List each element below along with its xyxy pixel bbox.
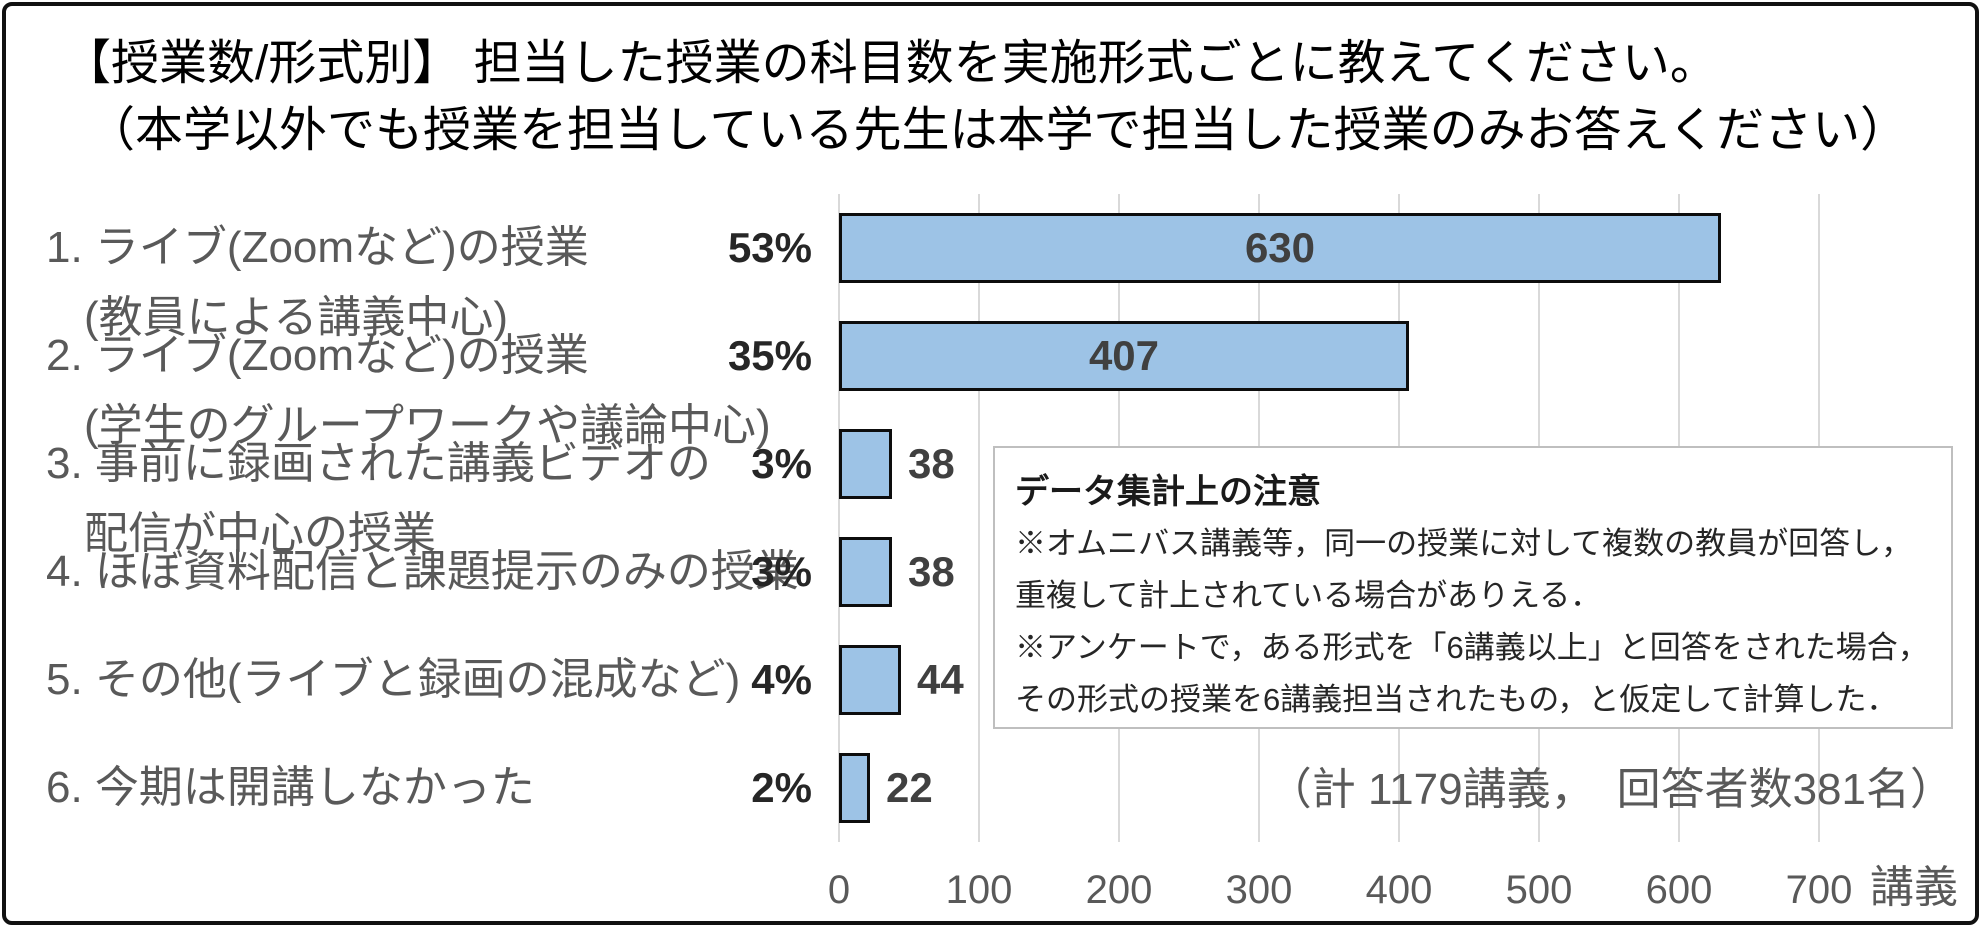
bar bbox=[839, 645, 901, 715]
category-label: 2. ライブ(Zoomなど)の授業 (学生のグループワークや議論中心) bbox=[46, 321, 771, 461]
percent-label: 3% bbox=[751, 440, 812, 487]
category-label-line: 2. ライブ(Zoomなど)の授業 bbox=[46, 331, 589, 380]
chart-title: 【授業数/形式別】 担当した授業の科目数を実施形式ごとに教えてください。 （本学… bbox=[63, 30, 1908, 164]
x-tick-label: 0 bbox=[827, 868, 851, 912]
category-label: 5. その他(ライブと録画の混成など) bbox=[46, 645, 740, 715]
chart-title-line2: （本学以外でも授業を担当している先生は本学で担当した授業のみお答えください） bbox=[87, 104, 1909, 157]
x-tick-label: 600 bbox=[1645, 868, 1713, 912]
percent-label: 4% bbox=[751, 656, 812, 703]
note-box-line: 重複して計上されている場合がありえる． bbox=[1015, 578, 1602, 613]
total-note: （計 1179講義， 回答者数381名） bbox=[1267, 765, 1954, 814]
category-label-line: 配信が中心の授業 bbox=[84, 509, 436, 558]
percent-label: 35% bbox=[727, 332, 812, 379]
bar bbox=[839, 213, 1721, 283]
note-box-line: ※アンケートで，ある形式を「6講義以上」と回答をされた場合， bbox=[1015, 630, 1929, 665]
category-label-line: 6. 今期は開講しなかった bbox=[46, 763, 535, 812]
bar-value-label: 44 bbox=[917, 656, 964, 703]
bar-value-label: 38 bbox=[908, 548, 955, 595]
bar-value-label: 38 bbox=[908, 440, 955, 487]
x-tick-label: 500 bbox=[1505, 868, 1573, 912]
bar bbox=[839, 321, 1409, 391]
gridline bbox=[838, 194, 840, 842]
chart-title-line1: 【授業数/形式別】 担当した授業の科目数を実施形式ごとに教えてください。 bbox=[63, 37, 1718, 90]
note-box-title: データ集計上の注意 bbox=[1015, 473, 1321, 511]
category-label-line: (学生のグループワークや議論中心) bbox=[84, 401, 771, 450]
category-label-line: (教員による講義中心) bbox=[84, 293, 508, 342]
note-box-line: ※オムニバス講義等，同一の授業に対して複数の教員が回答し， bbox=[1015, 526, 1913, 561]
x-tick-label: 700 bbox=[1785, 868, 1853, 912]
category-label: 3. 事前に録画された講義ビデオの配信が中心の授業 bbox=[46, 429, 711, 569]
bar-value-label: 630 bbox=[1244, 224, 1316, 271]
category-label: 6. 今期は開講しなかった bbox=[46, 753, 535, 823]
x-tick-label: 300 bbox=[1225, 868, 1293, 912]
bar bbox=[839, 753, 870, 823]
category-label: 4. ほぼ資料配信と課題提示のみの授業 bbox=[46, 537, 799, 607]
x-tick-label: 400 bbox=[1365, 868, 1433, 912]
category-label-line: 5. その他(ライブと録画の混成など) bbox=[46, 655, 741, 704]
x-tick-label: 100 bbox=[945, 868, 1013, 912]
percent-label: 3% bbox=[751, 548, 812, 595]
percent-label: 2% bbox=[751, 764, 812, 811]
category-label-line: 1. ライブ(Zoomなど)の授業 bbox=[46, 223, 589, 272]
x-tick-label: 200 bbox=[1085, 868, 1153, 912]
bar-value-label: 22 bbox=[886, 764, 933, 811]
percent-label: 53% bbox=[727, 224, 812, 271]
note-box-line: その形式の授業を6講義担当されたもの，と仮定して計算した． bbox=[1015, 682, 1898, 717]
category-label-line: 3. 事前に録画された講義ビデオの bbox=[46, 439, 711, 488]
gridline bbox=[978, 194, 980, 842]
bar bbox=[839, 429, 892, 499]
category-label-line: 4. ほぼ資料配信と課題提示のみの授業 bbox=[46, 547, 799, 596]
axis-unit-label: 講義 bbox=[1870, 863, 1958, 912]
category-label: 1. ライブ(Zoomなど)の授業 (教員による講義中心) bbox=[46, 213, 589, 353]
bar bbox=[839, 537, 892, 607]
bar-value-label: 407 bbox=[1088, 332, 1160, 379]
note-box: データ集計上の注意 ※オムニバス講義等，同一の授業に対して複数の教員が回答し， … bbox=[993, 446, 1953, 729]
